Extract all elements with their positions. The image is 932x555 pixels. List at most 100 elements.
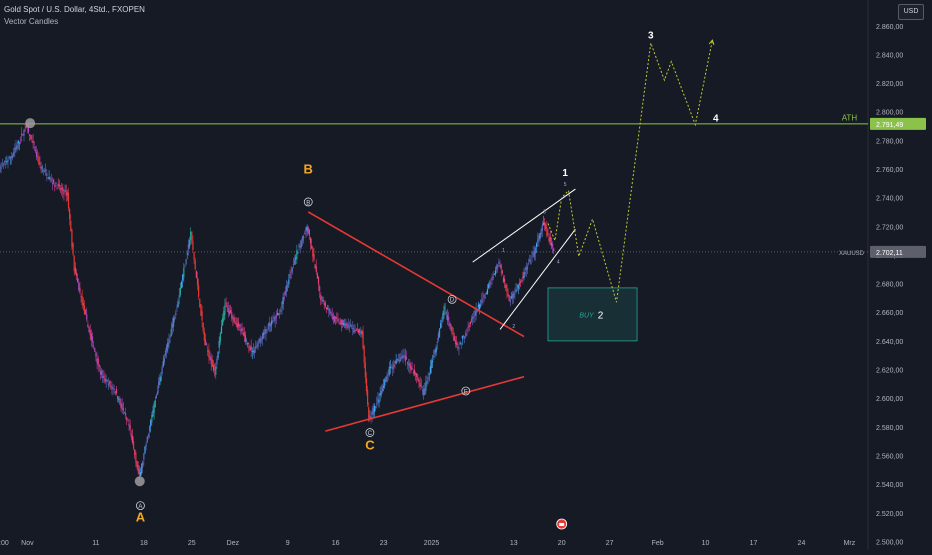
candle-body (473, 316, 475, 318)
symbol-line[interactable]: Gold Spot / U.S. Dollar, 4Std., FXOPEN (4, 5, 145, 14)
candle-body (7, 159, 9, 162)
candle-body (273, 316, 275, 320)
candle-body (18, 142, 21, 144)
candle-body (435, 347, 437, 353)
candle-body (127, 420, 129, 422)
candle-body (359, 330, 361, 332)
candle-body (143, 453, 145, 460)
candle-body (111, 386, 113, 389)
candle-body (504, 278, 506, 283)
currency-button[interactable]: USD (898, 4, 924, 20)
candle-body (553, 248, 555, 252)
ATH-price-tag (870, 117, 926, 130)
candle-body (23, 130, 25, 137)
candle-body (337, 318, 339, 322)
candle-body (228, 311, 231, 315)
indicator-name[interactable]: Vector Candles (4, 17, 59, 26)
candle-body (526, 266, 529, 270)
candle-body (79, 287, 81, 293)
candle-body (509, 300, 511, 303)
candle-body (19, 139, 22, 141)
candle-body (446, 314, 449, 321)
candle-body (290, 272, 292, 273)
candle-body (357, 329, 360, 333)
candle-body (543, 222, 546, 226)
candle-body (450, 324, 452, 331)
trendline-2 (472, 188, 576, 263)
candle-body (516, 289, 518, 291)
candle-body (320, 294, 322, 301)
candle-body (120, 403, 122, 408)
candle-body (95, 352, 97, 357)
circled-wave-marker (136, 501, 145, 510)
candle-body (432, 360, 434, 363)
candle-body (276, 313, 279, 316)
candle-body (400, 357, 402, 362)
candle-body (478, 304, 481, 310)
candle-body (124, 412, 127, 416)
candle-body (384, 379, 386, 386)
candle-body (529, 259, 531, 263)
candle-body (90, 333, 92, 340)
candle-body (293, 259, 296, 265)
candle-body (132, 441, 135, 449)
candle-body (364, 363, 366, 378)
candle-body (396, 358, 398, 361)
candle-body (426, 380, 428, 384)
candle-body (282, 297, 284, 304)
candle-body (470, 318, 473, 322)
candle-body (540, 229, 542, 235)
candle-body (114, 391, 116, 393)
candle-body (220, 326, 223, 334)
candle-body (508, 295, 510, 302)
candle-body (130, 434, 132, 438)
candle-body (288, 279, 290, 285)
candle-body (15, 146, 17, 150)
candle-body (351, 326, 353, 327)
candle-body (38, 157, 40, 165)
candle-body (339, 322, 341, 325)
candle-body (343, 323, 345, 325)
candle-body (546, 227, 548, 236)
candle-body (525, 267, 527, 271)
candle-body (379, 392, 381, 396)
candle-body (238, 322, 240, 326)
candle-body (452, 333, 454, 335)
candle-body (214, 369, 216, 371)
candle-body (363, 346, 365, 364)
candle-body (199, 298, 201, 308)
wave-label-2: 2 (598, 310, 604, 321)
candle-body (50, 179, 52, 181)
circled-wave-label: C (368, 431, 373, 437)
candle-body (547, 233, 549, 235)
candle-body (330, 312, 332, 313)
candle-body (3, 161, 6, 163)
circled-wave-label: A (138, 504, 142, 510)
time-tick-label: 27 (606, 540, 614, 547)
candle-body (103, 375, 105, 378)
candle-body (434, 349, 436, 355)
candle-body (507, 293, 509, 297)
candle-body (58, 184, 60, 187)
candle-body (545, 224, 547, 229)
candle-body (49, 178, 51, 180)
candle-body (492, 276, 494, 278)
candle-body (123, 412, 126, 414)
candle-body (55, 182, 57, 185)
candle-body (274, 317, 276, 322)
candle-body (136, 461, 138, 468)
candle-body (284, 291, 287, 296)
candle-body (307, 227, 309, 233)
candle-body (375, 407, 377, 409)
candle-body (414, 373, 417, 375)
candle-body (234, 321, 236, 323)
price-tick-label: 2.500,00 (876, 539, 903, 546)
candle-body (372, 408, 374, 415)
candle-body (475, 309, 477, 316)
candle-body (13, 152, 15, 156)
candle-body (180, 281, 183, 289)
candle-body (121, 404, 123, 409)
candle-body (373, 405, 376, 413)
